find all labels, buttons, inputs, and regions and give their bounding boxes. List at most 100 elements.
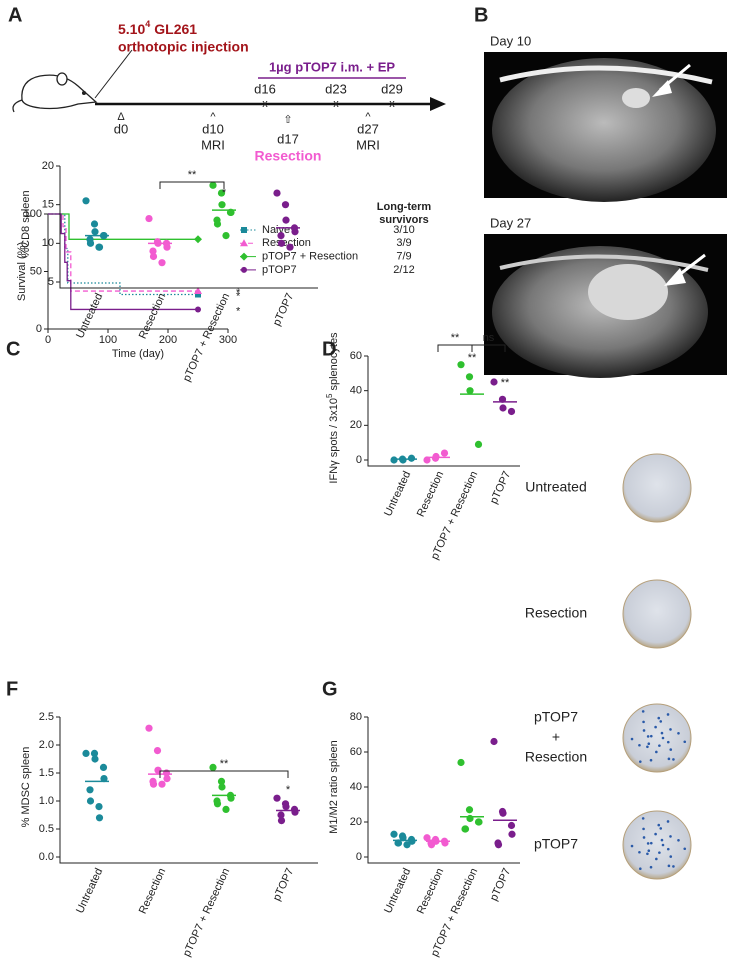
y-axis-label: % MDSC spleen	[20, 747, 32, 828]
injection-label: 5.104 GL261	[118, 19, 197, 36]
image-label: Day 10	[490, 33, 531, 48]
spot	[683, 847, 687, 851]
data-point	[490, 378, 498, 386]
x-tick-label: Untreated	[74, 866, 105, 915]
y-tick-label: 0	[36, 323, 42, 335]
significance: *	[236, 290, 241, 302]
event-sub: MRI	[201, 137, 225, 152]
spot	[667, 864, 671, 868]
data-point	[474, 440, 483, 448]
data-point	[82, 749, 90, 758]
significance-bracket	[159, 181, 225, 189]
data-point	[149, 247, 157, 255]
data-point	[163, 243, 171, 251]
data-point	[86, 786, 94, 794]
significance: **	[220, 758, 229, 770]
panel-label: D	[322, 338, 336, 360]
data-point	[499, 404, 507, 412]
spot	[667, 757, 671, 761]
data-point	[466, 387, 474, 395]
data-point	[399, 456, 407, 464]
survival-line	[48, 213, 198, 292]
axis	[47, 214, 228, 330]
legend-label: Resection	[262, 237, 311, 249]
data-point	[100, 775, 108, 783]
text: IFNγ spots / 3x10	[328, 398, 340, 484]
spot	[649, 734, 653, 738]
spot	[660, 838, 664, 842]
marker	[195, 306, 201, 313]
survivor-count: 3/9	[396, 237, 411, 249]
data-point	[86, 239, 95, 247]
survival-line	[48, 213, 198, 296]
data-point	[390, 456, 398, 464]
spot	[659, 827, 663, 830]
y-tick-label: 60	[350, 746, 362, 758]
data-point	[213, 800, 222, 808]
data-point	[90, 749, 99, 758]
y-tick-label: 1.5	[39, 767, 54, 779]
spot	[642, 836, 646, 839]
spot	[666, 820, 670, 823]
data-point	[291, 808, 299, 816]
spot	[666, 713, 670, 716]
y-tick-label: 2.5	[39, 711, 54, 723]
marker	[194, 235, 202, 244]
survivor-count: 2/12	[393, 264, 414, 276]
significance: **	[188, 169, 197, 181]
x-tick-label: pTOP7	[488, 469, 514, 505]
data-point	[91, 755, 99, 763]
event-sub: MRI	[356, 137, 380, 152]
x-tick-label: 300	[219, 334, 237, 346]
panel-label: B	[474, 4, 488, 26]
image-label: Day 27	[490, 215, 531, 230]
data-point	[217, 189, 226, 197]
panel-label: G	[322, 678, 338, 700]
spot	[649, 841, 653, 845]
spot	[666, 847, 670, 851]
elispot-well	[622, 703, 692, 773]
marker	[195, 291, 201, 298]
legend-label: pTOP7 + Resection	[262, 251, 358, 263]
spot	[683, 740, 687, 744]
spot	[654, 832, 657, 836]
data-point	[508, 830, 516, 838]
y-tick-label: 20	[42, 160, 54, 172]
data-point	[490, 737, 498, 746]
data-point	[217, 777, 226, 786]
y-tick-label: 50	[30, 265, 42, 277]
data-point	[499, 809, 507, 817]
data-point	[282, 803, 290, 811]
x-tick-label: Resection	[137, 866, 169, 915]
spot	[646, 852, 649, 856]
spot	[630, 844, 634, 848]
tumor	[588, 264, 668, 320]
y-tick-label: 20	[350, 816, 362, 828]
axis	[367, 356, 520, 467]
x-tick-label: pTOP7 + Resection	[181, 866, 232, 958]
data-point	[394, 839, 403, 847]
arrow-head	[652, 80, 672, 97]
spot	[669, 835, 672, 838]
timeline-arrowhead	[430, 97, 446, 111]
x-tick-label: pTOP7	[271, 291, 297, 327]
panel-label: F	[6, 678, 18, 700]
elispot-well	[622, 579, 692, 649]
x-tick-label: pTOP7	[271, 866, 297, 902]
well-label: Untreated	[525, 479, 586, 495]
y-axis-label: %CD8 spleen	[20, 190, 32, 257]
superscript: 5	[325, 393, 334, 398]
spot	[641, 710, 645, 713]
legend-marker	[240, 252, 248, 261]
spot	[639, 760, 642, 764]
spot	[657, 716, 661, 720]
x-tick-label: Resection	[415, 469, 447, 518]
data-point	[281, 201, 290, 209]
data-point	[273, 794, 281, 802]
skull	[499, 65, 713, 85]
significance: **	[468, 352, 477, 364]
event-mark: ⇧	[283, 114, 292, 126]
tumor	[622, 88, 650, 108]
data-point	[507, 821, 516, 830]
